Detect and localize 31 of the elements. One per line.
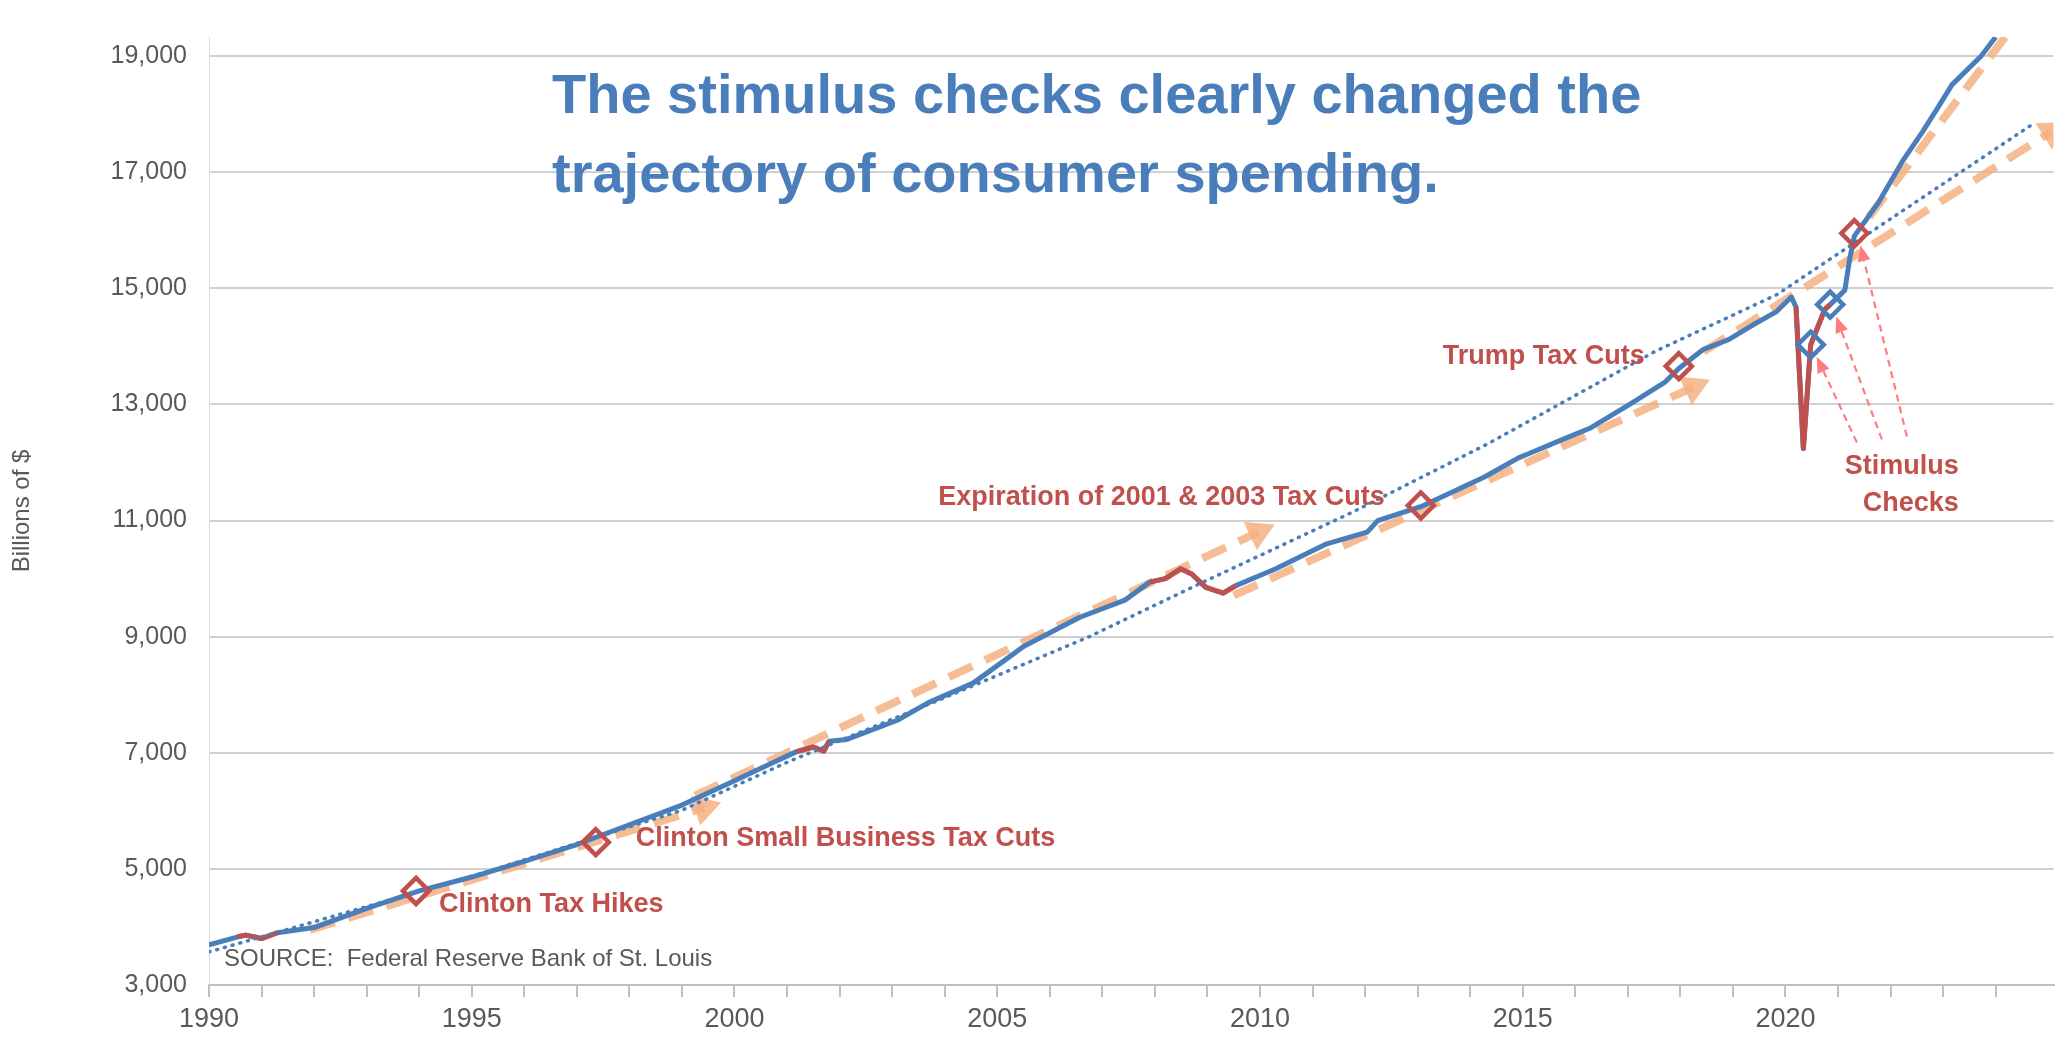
point xyxy=(1795,329,1826,360)
y-axis-title: Billions of $ xyxy=(7,449,35,573)
point xyxy=(1405,490,1437,521)
y-tick-label: 17,000 xyxy=(110,156,187,185)
y-tick-label: 7,000 xyxy=(124,736,187,765)
point xyxy=(1663,350,1695,382)
point xyxy=(1839,217,1870,249)
y-tick-label: 13,000 xyxy=(110,388,187,417)
x-tick-label: 2020 xyxy=(1755,1002,1816,1033)
annotation: Expiration of 2001 & 2003 Tax Cuts xyxy=(938,480,1385,511)
annotation: Clinton Tax Hikes xyxy=(439,888,664,919)
annotation: Trump Tax Cuts xyxy=(1442,339,1645,370)
y-tick-label: 11,000 xyxy=(112,504,187,533)
text: The stimulus checks clearly changed the trajectory of consumer spending. xyxy=(552,62,1642,204)
x-tick-label: 1995 xyxy=(441,1002,502,1033)
y-tick-label: 9,000 xyxy=(124,620,187,649)
point xyxy=(580,826,612,858)
x-tick-label: 2005 xyxy=(967,1002,1028,1033)
x-tick-label: 2015 xyxy=(1492,1002,1553,1033)
x-tick-label: 2010 xyxy=(1229,1002,1291,1033)
point xyxy=(1814,289,1846,320)
y-tick-label: 19,000 xyxy=(110,40,187,69)
annotation: Clinton Small Business Tax Cuts xyxy=(635,821,1056,852)
y-tick-label: 15,000 xyxy=(110,272,187,301)
point xyxy=(400,875,432,907)
x-tick-label: 1990 xyxy=(178,1002,240,1033)
annotation: Stimulus Checks xyxy=(1844,449,1959,517)
y-tick-label: 3,000 xyxy=(124,968,187,997)
x-tick-label: 2000 xyxy=(704,1002,765,1033)
annotation: SOURCE: Federal Reserve Bank of St. Louis xyxy=(224,944,713,971)
y-tick-label: 5,000 xyxy=(124,852,187,881)
